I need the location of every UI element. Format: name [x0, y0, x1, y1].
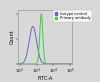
Y-axis label: Count: Count [10, 30, 15, 44]
X-axis label: FITC-A: FITC-A [37, 76, 53, 81]
Legend: Isotype control, Primary antibody: Isotype control, Primary antibody [53, 10, 92, 22]
